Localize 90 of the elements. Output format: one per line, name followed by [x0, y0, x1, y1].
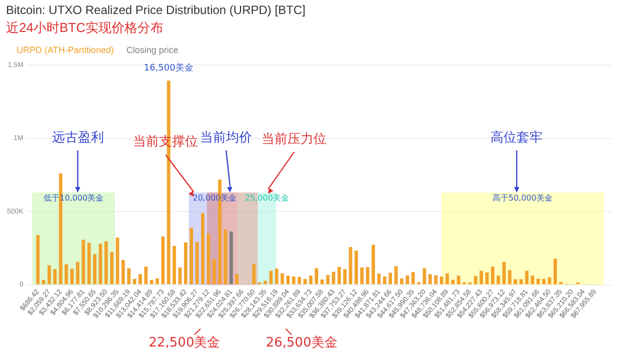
bar	[53, 269, 57, 284]
bar	[195, 242, 199, 284]
bar	[446, 273, 449, 284]
bar	[337, 266, 341, 284]
bar	[348, 246, 352, 284]
bar	[332, 272, 336, 284]
bar	[269, 270, 273, 284]
annotation: 16,500美金	[144, 62, 194, 74]
bar	[400, 278, 404, 284]
bar	[87, 242, 91, 284]
bar	[514, 279, 518, 284]
bar	[48, 265, 51, 284]
bar	[132, 278, 136, 284]
bar	[411, 272, 415, 284]
bar	[496, 276, 500, 284]
bar	[394, 266, 398, 284]
bar	[229, 232, 233, 284]
bar	[326, 274, 330, 284]
annotation: 当前均价	[200, 130, 252, 146]
text: Closing price	[126, 44, 178, 55]
bar	[206, 234, 210, 284]
bar	[480, 270, 484, 284]
bar	[542, 278, 546, 284]
bar	[525, 270, 528, 284]
bar	[121, 260, 125, 284]
text: URPD (ATH-Partitioned)	[16, 44, 114, 55]
bar	[559, 282, 563, 284]
bar	[536, 278, 540, 284]
bar	[428, 274, 432, 284]
chart-title: Bitcoin: UTXO Realized Price Distribution (URPD) [BTC]	[6, 3, 306, 17]
bar	[303, 278, 307, 284]
bar	[82, 240, 86, 284]
bar	[274, 268, 278, 284]
bar	[298, 277, 302, 284]
bar	[519, 279, 523, 284]
bar	[456, 276, 460, 284]
chart-subtitle: 近24小时BTC实现价格分布	[6, 19, 164, 37]
bar	[360, 267, 364, 284]
bar	[150, 280, 154, 284]
bar	[422, 268, 426, 284]
bar	[320, 279, 324, 284]
bar	[190, 228, 194, 284]
bar	[502, 262, 506, 284]
annotation: 远古盈利	[52, 130, 104, 146]
bar	[156, 278, 159, 284]
bar	[530, 276, 534, 284]
text: 22,500美金	[148, 334, 220, 351]
bar	[451, 280, 455, 284]
bar	[280, 273, 284, 284]
bar	[354, 250, 358, 284]
bar	[343, 269, 347, 284]
text: 26,500美金	[266, 334, 338, 351]
bar	[201, 213, 204, 284]
bar	[42, 280, 46, 284]
bar	[98, 244, 102, 284]
bar	[252, 264, 256, 284]
bar	[235, 274, 239, 284]
bar	[388, 272, 392, 284]
annotation: 高位套牢	[490, 129, 543, 146]
bar	[508, 270, 512, 284]
bar	[382, 276, 386, 284]
bar	[366, 267, 370, 284]
bar	[36, 234, 40, 284]
bar	[377, 274, 381, 284]
bar	[490, 266, 494, 284]
bar	[474, 276, 478, 284]
band-label: 25,000美金	[245, 194, 289, 203]
bar	[104, 241, 108, 284]
bar	[93, 254, 96, 284]
bar	[264, 280, 267, 284]
band-label: 高于50,000美金	[492, 194, 552, 203]
bar	[292, 276, 296, 284]
bar	[440, 276, 444, 284]
bar	[184, 242, 188, 284]
bar	[127, 268, 131, 284]
bar	[372, 244, 376, 284]
annotation: 当前压力位	[262, 132, 327, 147]
bar	[434, 275, 438, 284]
bar	[314, 268, 318, 284]
bar	[144, 266, 148, 284]
bar	[309, 276, 312, 284]
bar	[554, 258, 557, 284]
bar	[64, 264, 68, 284]
bar	[76, 262, 80, 284]
bar	[212, 258, 216, 284]
bar	[138, 274, 142, 284]
bar	[172, 246, 176, 284]
bar	[406, 275, 410, 284]
bar	[110, 252, 114, 284]
bar	[286, 276, 290, 284]
